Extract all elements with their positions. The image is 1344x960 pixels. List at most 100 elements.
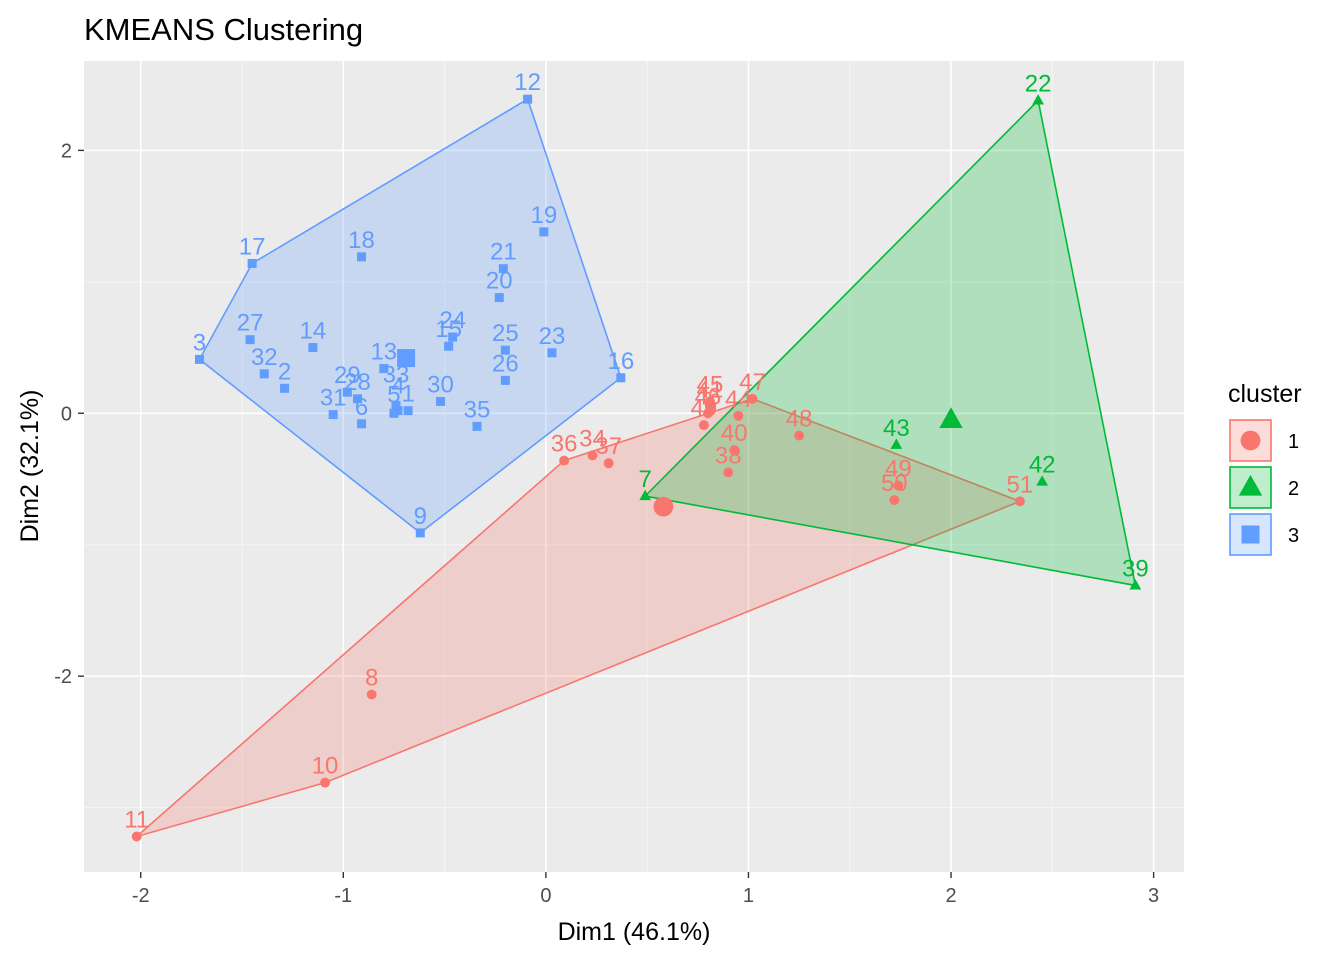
- cluster-2-point: [890, 438, 903, 449]
- cluster-1-point: [702, 408, 713, 419]
- cluster-1-point: [889, 495, 900, 505]
- point-label: 40: [721, 420, 748, 447]
- cluster-3-point: [500, 345, 510, 355]
- point-label: 27: [237, 310, 264, 337]
- cluster-3-point: [342, 387, 352, 397]
- legend: cluster 1 2 3: [1228, 380, 1302, 556]
- cluster-3-point: [415, 528, 425, 538]
- cluster-3-point: [547, 348, 557, 358]
- point-label: 13: [370, 339, 397, 366]
- cluster-3-point: [379, 364, 389, 374]
- cluster-3-point: [494, 293, 504, 303]
- point-label: 31: [320, 385, 347, 412]
- x-tick-label: 0: [540, 885, 551, 907]
- x-tick-label: -2: [132, 885, 150, 907]
- cluster-3-point: [247, 258, 257, 268]
- x-tick-label: 3: [1148, 885, 1159, 907]
- cluster-3-point: [194, 354, 204, 364]
- y-axis-title: Dim2 (32.1%): [16, 390, 44, 543]
- cluster-hull-1: [136, 397, 1023, 838]
- point-label: 7: [638, 466, 651, 493]
- cluster-3-point: [391, 400, 401, 410]
- point-label: 49: [885, 456, 912, 483]
- cluster-1-point: [366, 689, 377, 700]
- point-label: 19: [531, 202, 558, 229]
- x-tick-label: 1: [743, 885, 754, 907]
- point-label: 44: [725, 386, 752, 413]
- cluster-3-point: [389, 408, 399, 418]
- legend-symbol-3: [1241, 525, 1260, 544]
- cluster-3-point: [403, 406, 413, 416]
- cluster-3-point: [436, 396, 446, 406]
- point-label: 29: [334, 362, 361, 389]
- point-label: 12: [514, 69, 541, 96]
- cluster-3-point: [357, 419, 367, 429]
- cluster-3-point: [472, 421, 482, 431]
- cluster-1-point: [320, 777, 331, 788]
- cluster-1-point: [733, 410, 744, 421]
- point-label: 28: [344, 369, 371, 396]
- point-label: 45: [697, 371, 724, 398]
- point-label: 33: [383, 361, 410, 388]
- point-label: 36: [551, 431, 578, 458]
- cluster-1-point: [794, 430, 805, 441]
- legend-label-1: 1: [1288, 431, 1299, 453]
- plot-panel: [84, 61, 1184, 872]
- cluster-hull-2: [643, 98, 1137, 587]
- cluster-3-point: [280, 383, 290, 393]
- cluster-2-point: [1032, 94, 1044, 105]
- cluster-1-point: [603, 458, 614, 469]
- y-tick-label: -2: [54, 666, 72, 688]
- cluster-1-point: [131, 831, 142, 842]
- cluster-1-point: [747, 393, 758, 404]
- point-label: 49: [691, 395, 718, 422]
- point-label: 37: [595, 433, 622, 460]
- cluster-2-point: [1129, 579, 1142, 590]
- point-label: 30: [427, 371, 454, 398]
- point-label: 25: [492, 320, 519, 347]
- cluster-1-center: [653, 496, 674, 517]
- axis-ticks: -2 -1 0 1 2 3 -2 0 2: [54, 140, 1159, 907]
- cluster-1-point: [587, 450, 598, 461]
- legend-label-3: 3: [1288, 525, 1299, 547]
- point-label: 24: [439, 307, 466, 334]
- cluster-3-point: [523, 94, 533, 104]
- cluster-1-point: [559, 455, 570, 466]
- cluster-3-point: [328, 410, 338, 420]
- point-label: 39: [1122, 555, 1149, 582]
- point-label: 4: [391, 373, 404, 400]
- cluster-3-point: [448, 332, 458, 342]
- cluster-3-point: [357, 252, 367, 262]
- point-label: 10: [312, 753, 339, 780]
- cluster-3-point: [245, 335, 255, 345]
- legend-symbol-1: [1240, 430, 1261, 451]
- y-tick-label: 0: [61, 403, 72, 425]
- point-label: 50: [881, 470, 908, 497]
- cluster-2-center: [939, 407, 963, 428]
- point-label: 14: [300, 318, 327, 345]
- point-label: 26: [492, 350, 519, 377]
- cluster-3-point: [616, 373, 626, 383]
- point-label: 38: [715, 442, 742, 469]
- cluster-3-point: [352, 394, 362, 404]
- x-tick-label: -1: [334, 885, 352, 907]
- x-axis-title: Dim1 (46.1%): [558, 918, 711, 946]
- point-label: 16: [607, 348, 634, 375]
- point-label: 21: [490, 239, 517, 266]
- cluster-1-point: [698, 420, 709, 431]
- point-label: 32: [251, 344, 278, 371]
- point-label: 47: [739, 369, 766, 396]
- cluster-hull-3: [198, 97, 622, 534]
- point-label: 1: [401, 381, 414, 408]
- legend-symbol-2: [1238, 474, 1263, 496]
- point-label: 51: [1007, 471, 1034, 498]
- cluster-hulls: [136, 97, 1137, 838]
- point-label: 6: [355, 394, 368, 421]
- cluster-2-point: [639, 489, 651, 501]
- point-label: 2: [278, 358, 291, 385]
- point-label: 41: [697, 377, 724, 404]
- point-label: 34: [579, 425, 606, 452]
- point-label: 48: [786, 406, 813, 433]
- cluster-1-point: [1014, 496, 1025, 507]
- y-tick-label: 2: [61, 140, 72, 162]
